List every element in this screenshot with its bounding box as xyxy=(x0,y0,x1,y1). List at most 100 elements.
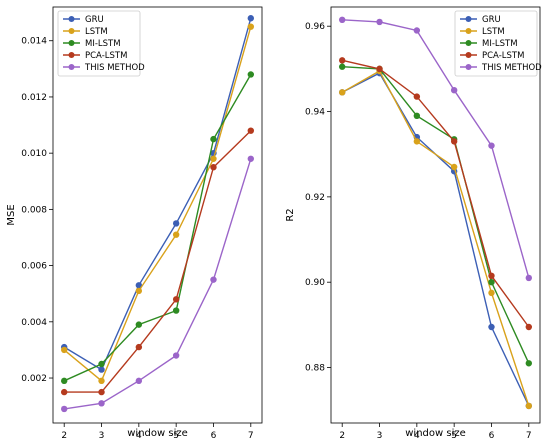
legend-marker xyxy=(68,28,75,34)
y-tick-label: 0.94 xyxy=(305,108,325,118)
data-point-this-method xyxy=(247,155,255,162)
data-point-pca-lstm xyxy=(488,272,495,279)
y-axis-label: MSE xyxy=(6,204,17,225)
data-point-pca-lstm xyxy=(413,93,421,100)
plot-frame xyxy=(330,6,541,424)
legend-marker xyxy=(68,64,75,70)
data-point-lstm xyxy=(450,163,458,171)
data-point-gru xyxy=(135,282,143,289)
legend-entry-label: LSTM xyxy=(482,27,505,37)
series-line-mi-lstm xyxy=(63,74,252,382)
data-point-pca-lstm xyxy=(135,343,143,351)
data-point-this-method xyxy=(60,405,68,413)
y-tick-label: 0.004 xyxy=(21,318,47,328)
x-tick-label: 2 xyxy=(339,431,345,440)
series-line-this-method xyxy=(342,19,530,279)
series-line-gru xyxy=(341,72,530,407)
series-line-lstm xyxy=(63,26,252,382)
data-point-mi-lstm xyxy=(488,279,495,286)
data-point-this-method xyxy=(98,400,105,407)
data-point-mi-lstm xyxy=(247,71,255,78)
data-point-this-method xyxy=(450,87,458,94)
data-point-mi-lstm xyxy=(60,377,68,385)
data-point-lstm xyxy=(488,289,495,297)
legend-entry-label: THIS METHOD xyxy=(481,63,542,73)
data-point-pca-lstm xyxy=(172,296,180,303)
data-point-lstm xyxy=(135,287,143,295)
data-point-lstm xyxy=(247,23,255,30)
data-point-pca-lstm xyxy=(210,164,217,171)
legend-box xyxy=(57,10,141,77)
data-point-pca-lstm xyxy=(376,65,383,73)
series-line-gru xyxy=(63,18,252,371)
legend-box xyxy=(454,10,538,77)
data-point-lstm xyxy=(60,346,68,354)
x-tick-label: 4 xyxy=(414,431,420,440)
data-point-gru xyxy=(172,220,180,227)
legend-entry-label: PCA-LSTM xyxy=(482,51,524,61)
series-line-pca-lstm xyxy=(342,59,530,328)
y-tick-label: 0.90 xyxy=(305,278,325,288)
series-line-mi-lstm xyxy=(342,66,530,364)
x-tick-label: 6 xyxy=(489,431,495,440)
data-point-gru xyxy=(98,366,105,373)
x-tick-label: 4 xyxy=(136,431,142,440)
legend-marker xyxy=(68,40,75,46)
data-point-pca-lstm xyxy=(60,388,68,396)
plot-frame xyxy=(52,6,263,424)
legend: GRU LSTM MI-LSTM PCA-LSTM THIS METHOD xyxy=(57,10,145,77)
y-tick-label: 0.92 xyxy=(305,193,325,203)
chart-panel-mse: 2 3 4 5 6 7 0.002 0.004 0.006 0.008 0.010 0.012 0.01… xyxy=(6,6,263,441)
legend-entry-label: MI-LSTM xyxy=(85,39,121,49)
data-point-this-method xyxy=(413,27,421,34)
x-tick-label: 2 xyxy=(61,431,67,440)
y-tick-label: 0.96 xyxy=(305,22,325,32)
legend-marker xyxy=(68,52,75,58)
y-tick-label: 0.010 xyxy=(21,149,47,159)
legend-entry-label: THIS METHOD xyxy=(84,63,145,73)
data-point-pca-lstm xyxy=(450,138,458,145)
data-point-mi-lstm xyxy=(525,360,533,367)
legend-entry-label: PCA-LSTM xyxy=(85,51,127,61)
y-tick-label: 0.002 xyxy=(21,374,47,384)
data-point-this-method xyxy=(172,352,180,359)
data-point-lstm xyxy=(172,231,180,238)
data-point-pca-lstm xyxy=(247,127,255,134)
data-point-pca-lstm xyxy=(338,57,346,64)
legend: GRU LSTM MI-LSTM PCA-LSTM THIS METHOD xyxy=(454,10,542,77)
data-point-lstm xyxy=(525,402,533,410)
series-line-pca-lstm xyxy=(64,130,252,393)
x-axis-label: window size xyxy=(405,428,466,439)
series-line-this-method xyxy=(64,158,252,410)
data-point-this-method xyxy=(488,142,495,149)
x-tick-label: 7 xyxy=(248,431,254,440)
legend-entry-label: MI-LSTM xyxy=(482,39,518,49)
legend-marker xyxy=(465,52,472,58)
data-point-this-method xyxy=(135,377,143,385)
x-tick-label: 7 xyxy=(526,431,532,440)
y-tick-label: 0.006 xyxy=(21,262,47,272)
x-tick-label: 3 xyxy=(99,431,105,440)
data-point-gru xyxy=(488,323,495,331)
data-point-this-method xyxy=(210,276,217,283)
data-point-mi-lstm xyxy=(135,321,143,328)
legend-marker xyxy=(465,40,472,46)
data-point-gru xyxy=(247,15,255,22)
series-line-lstm xyxy=(341,70,530,407)
legend-marker xyxy=(68,16,75,22)
chart-panel-r2: 2 3 4 5 6 7 0.88 0.90 0.92 0.94 0.96 window size R2 G… xyxy=(285,6,542,441)
legend-marker xyxy=(465,16,472,22)
y-tick-label: 0.014 xyxy=(21,37,47,47)
x-axis-label: window size xyxy=(127,428,188,439)
y-tick-label: 0.008 xyxy=(21,205,47,215)
data-point-this-method xyxy=(525,274,533,282)
data-point-mi-lstm xyxy=(98,360,105,368)
data-point-this-method xyxy=(338,16,346,23)
legend-entry-label: GRU xyxy=(482,15,501,25)
data-point-mi-lstm xyxy=(172,307,180,314)
data-point-lstm xyxy=(98,377,105,385)
y-tick-label: 0.012 xyxy=(21,93,47,103)
data-point-mi-lstm xyxy=(413,112,421,120)
